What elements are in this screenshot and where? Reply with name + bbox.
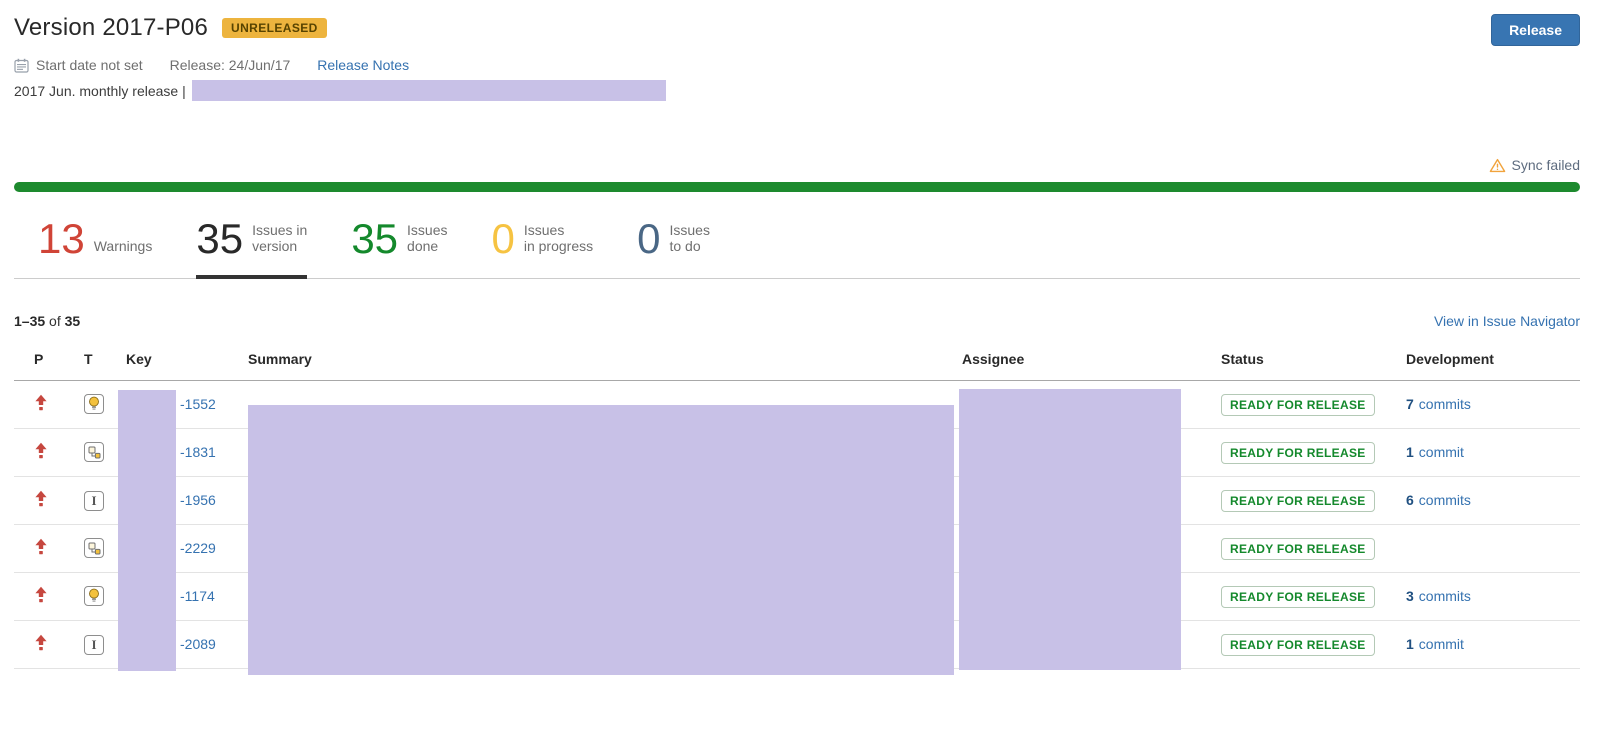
col-header-summary: Summary [248,351,312,368]
table-header: P T Key Summary Assignee Status Developm… [14,351,1580,382]
priority-high-icon [34,490,48,511]
stats-bar: 13 Warnings 35 Issues in version 35 Issue… [14,215,1580,280]
status-badge: READY FOR RELEASE [1221,537,1375,560]
dev-commits-link[interactable]: 1 commit [1406,443,1464,460]
priority-high-icon [34,394,48,415]
col-header-type: T [84,351,93,368]
issue-type-item-icon: I [84,490,104,511]
redacted-key-block [118,390,176,672]
priority-high-icon [34,442,48,463]
issue-type-subtask-icon [84,442,104,463]
issue-key-link[interactable]: -2229 [180,539,216,556]
redacted-description-block [191,80,666,101]
status-badge: READY FOR RELEASE [1221,585,1375,608]
version-page: Version 2017-P06 UNRELEASED Release Star… [14,14,1580,676]
issue-key-link[interactable]: -1831 [180,443,216,460]
release-button[interactable]: Release [1491,14,1580,46]
status-badge: READY FOR RELEASE [1221,633,1375,656]
warning-icon [1489,158,1506,173]
dev-commits-link[interactable]: 1 commit [1406,635,1464,652]
stat-tab[interactable]: 13 Warnings [38,215,153,262]
redacted-summary-block [248,405,954,676]
col-header-status: Status [1221,351,1264,368]
release-notes-link[interactable]: Release Notes [317,57,410,73]
start-date-text: Start date not set [36,57,143,73]
status-badge: READY FOR RELEASE [1221,393,1375,416]
issue-type-subtask-icon [84,538,104,559]
col-header-assignee: Assignee [962,351,1025,368]
stat-tab[interactable]: 35 Issues in version [196,217,307,280]
issue-key-link[interactable]: -1174 [180,587,215,604]
issues-table: P T Key Summary Assignee Status Developm… [14,351,1580,676]
issue-type-improvement-icon [84,393,104,414]
redacted-assignee-block [959,389,1181,671]
issue-count-summary: 1–35 of 35 [14,313,81,330]
dev-commits-link[interactable]: 3 commits [1406,587,1471,604]
issue-key-link[interactable]: -2089 [180,635,216,652]
status-badge: READY FOR RELEASE [1221,489,1375,512]
stat-tab[interactable]: 35 Issues done [351,215,448,262]
release-progress-bar [14,182,1580,192]
version-description: 2017 Jun. monthly release | [14,82,186,99]
release-date-text: Release: 24/Jun/17 [169,57,291,73]
dev-commits-link[interactable]: 7 commits [1406,395,1471,412]
issue-type-item-icon: I [84,634,104,655]
priority-high-icon [34,634,48,655]
dev-commits-link[interactable]: 6 commits [1406,491,1471,508]
status-badge: READY FOR RELEASE [1221,441,1375,464]
page-title: Version 2017-P06 [14,14,209,41]
col-header-development: Development [1406,351,1494,368]
issue-key-link[interactable]: -1956 [180,491,216,508]
col-header-priority: P [34,351,44,368]
priority-high-icon [34,586,48,607]
issue-key-link[interactable]: -1552 [180,395,216,412]
col-header-key: Key [126,351,152,368]
issue-type-improvement-icon [84,585,104,606]
unreleased-lozenge: UNRELEASED [222,18,327,38]
stat-tab[interactable]: 0 Issues in progress [491,215,594,262]
calendar-icon [14,58,29,73]
sync-status-text: Sync failed [1511,157,1580,173]
priority-high-icon [34,538,48,559]
view-in-issue-navigator-link[interactable]: View in Issue Navigator [1433,313,1580,330]
stat-tab[interactable]: 0 Issues to do [637,215,710,262]
